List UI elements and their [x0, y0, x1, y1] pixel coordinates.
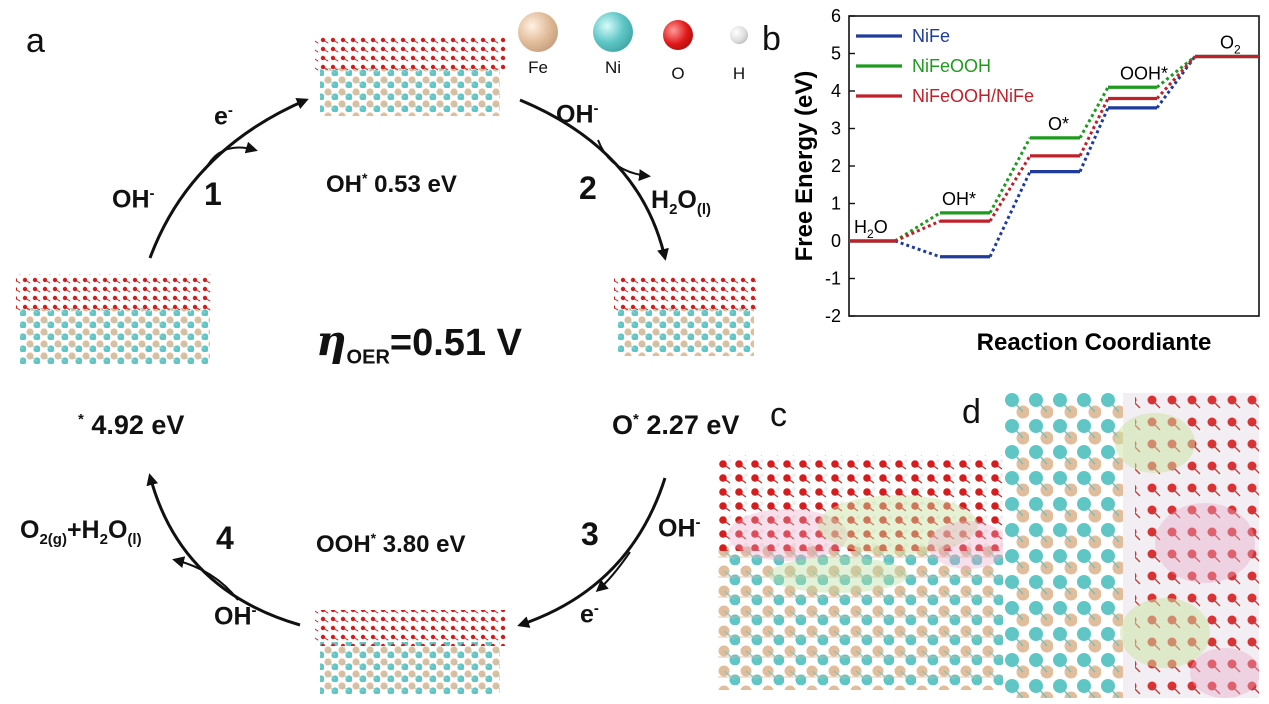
slab-structure-right: [614, 276, 756, 356]
arrow-step-1-branch: [204, 141, 258, 171]
step-4-product: O2(g)+H2O(l): [20, 516, 142, 548]
step-number-1: 1: [204, 176, 222, 212]
y-tick-label: -2: [825, 306, 841, 326]
arrow-step-4-branch: [172, 556, 239, 601]
legend-label: NiFeOOH: [912, 56, 991, 76]
ni-atom-icon: [593, 12, 633, 52]
energy-connector: [988, 155, 1032, 222]
y-tick-label: 6: [831, 6, 841, 26]
y-tick-label: 3: [831, 119, 841, 139]
legend-o-label: O: [671, 64, 685, 83]
state-label: OOH*: [1120, 63, 1168, 83]
y-tick-label: 2: [831, 156, 841, 176]
legend-ni: Ni: [590, 12, 636, 78]
intermediate-oh-energy: OH* 0.53 eV: [326, 170, 457, 198]
fe-atom-icon: [518, 12, 558, 52]
panel-label-a: a: [26, 22, 45, 60]
charge-density-map-c: [718, 445, 1003, 690]
y-tick-label: 0: [831, 231, 841, 251]
y-tick-label: 1: [831, 194, 841, 214]
energy-connector: [1078, 107, 1110, 173]
legend-label: NiFeOOH/NiFe: [912, 86, 1034, 106]
arrow-step-2-branch: [597, 139, 651, 182]
energy-connector: [1155, 55, 1197, 109]
step-3-product: e-: [580, 600, 599, 629]
step-1-product: e-: [214, 102, 233, 131]
state-label: O2: [1220, 33, 1241, 57]
arrow-step-3-branch: [595, 551, 631, 592]
step-2-reactant: OH-: [556, 100, 599, 129]
panel-label-d: d: [962, 393, 981, 431]
energy-connector: [988, 137, 1032, 214]
legend-label: NiFe: [912, 26, 950, 46]
arrow-step-3: [517, 477, 667, 628]
state-label: H2O: [854, 217, 888, 241]
h-atom-icon: [730, 26, 748, 44]
slab-structure-bottom: [315, 610, 505, 694]
x-axis-label: Reaction Coordiante: [977, 329, 1212, 356]
slab-structure-left: [16, 274, 212, 364]
step-4-reactant: OH-: [214, 602, 257, 631]
charge-density-map-d: [1005, 393, 1259, 698]
legend-fe-label: Fe: [528, 58, 548, 77]
free-energy-chart: -2 -1 0 1 2 3 4 5 6 Free Energy (eV) Reaction Coor…: [791, 6, 1260, 356]
energy-connector: [1078, 97, 1110, 157]
panel-label-b: b: [762, 20, 781, 58]
y-tick-label: 4: [831, 81, 841, 101]
panel-label-c: c: [770, 396, 787, 434]
legend-ni-label: Ni: [604, 58, 622, 77]
step-number-3: 3: [581, 516, 599, 552]
slab-structure-top: [315, 36, 505, 116]
step-number-2: 2: [579, 170, 597, 206]
energy-connector: [988, 170, 1032, 258]
plot-frame: [848, 15, 1260, 317]
y-tick-label: 5: [831, 44, 841, 64]
energy-connector: [894, 239, 941, 259]
intermediate-bare-energy: * 4.92 eV: [78, 410, 185, 440]
o-atom-icon: [663, 20, 693, 50]
y-axis-label: Free Energy (eV): [791, 71, 818, 262]
y-tick-label: -1: [825, 269, 841, 289]
legend-h-label: H: [732, 64, 746, 83]
legend-o: O: [658, 20, 698, 84]
energy-connector: [1156, 55, 1196, 89]
step-number-4: 4: [216, 520, 234, 556]
state-label: O*: [1048, 114, 1069, 134]
step-1-reactant: OH-: [112, 185, 155, 214]
catalytic-cycle-arrows: [146, 98, 669, 628]
step-3-reactant: OH-: [658, 514, 701, 543]
energy-connector: [1078, 86, 1110, 139]
step-2-product: H2O(l): [651, 186, 712, 218]
intermediate-ooh-energy: OOH* 3.80 eV: [316, 530, 466, 558]
state-label: OH*: [942, 189, 976, 209]
energy-connector: [894, 219, 941, 243]
legend-fe: Fe: [515, 12, 561, 78]
overpotential-label: ηOER=0.51 V: [316, 316, 522, 369]
intermediate-o-energy: O* 2.27 eV: [612, 410, 740, 440]
legend-h: H: [724, 26, 754, 84]
